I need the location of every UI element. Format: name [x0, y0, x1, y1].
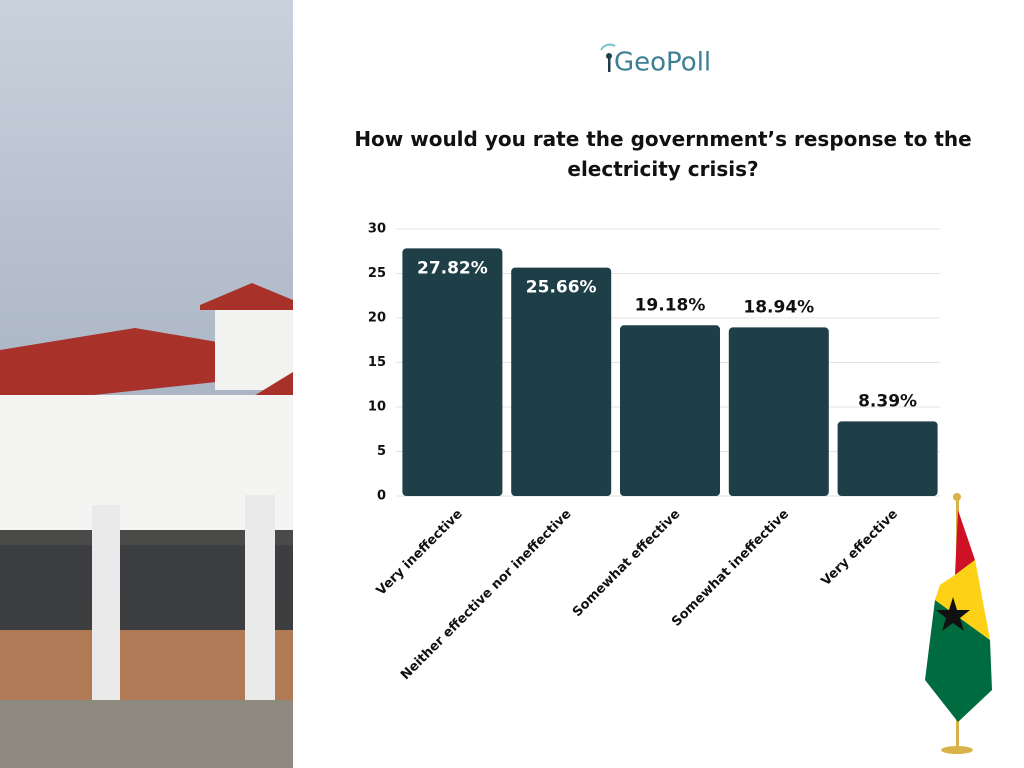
bar [837, 421, 938, 496]
value-label: 19.18% [635, 295, 706, 315]
bar [511, 267, 612, 496]
value-label: 25.66% [526, 278, 597, 298]
y-tick-label: 0 [377, 489, 386, 504]
value-label: 27.82% [417, 258, 488, 278]
logo-text: GeoPoll [614, 48, 711, 78]
bar [402, 248, 503, 496]
logo-icon [600, 43, 616, 72]
photo [0, 0, 293, 768]
bar [620, 325, 720, 496]
y-tick-label: 5 [377, 444, 386, 459]
y-tick-label: 15 [368, 355, 386, 370]
y-tick-label: 25 [368, 266, 386, 281]
y-tick-label: 20 [368, 311, 386, 326]
value-label: 18.94% [743, 297, 814, 317]
x-tick-label: Neither effective nor ineffective [398, 507, 574, 683]
flag [925, 493, 992, 754]
x-tick-label: Very ineffective [374, 507, 466, 599]
y-tick-label: 10 [368, 400, 386, 415]
y-tick-label: 30 [368, 222, 386, 237]
bar [728, 327, 829, 496]
chart-title: How would you rate the government’s resp… [354, 127, 972, 181]
x-tick-label: Somewhat ineffective [669, 507, 792, 630]
x-tick-label: Very effective [819, 507, 901, 589]
value-label: 8.39% [858, 391, 917, 411]
x-tick-label: Somewhat effective [570, 507, 683, 620]
